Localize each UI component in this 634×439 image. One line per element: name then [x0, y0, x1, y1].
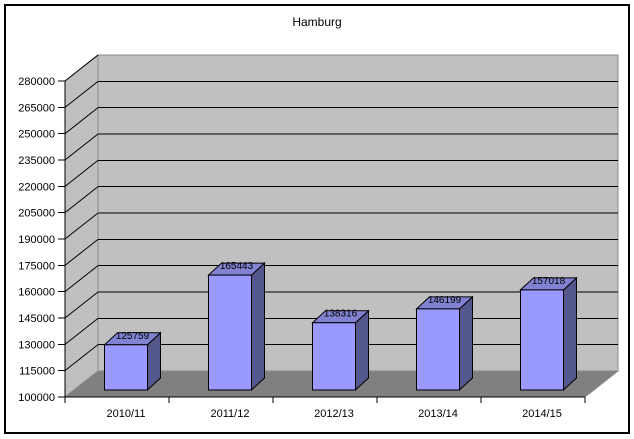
- y-axis-tick-label: 280000: [18, 76, 55, 88]
- bar-side: [251, 261, 265, 392]
- x-axis-category-label: 2011/12: [211, 408, 250, 420]
- x-axis-category-label: 2012/13: [314, 408, 354, 420]
- y-axis-tick-label: 145000: [18, 313, 55, 325]
- gridline-side: [64, 186, 99, 214]
- x-axis-category-label: 2013/14: [418, 408, 458, 420]
- gridline-side: [64, 54, 99, 82]
- y-axis-tick-label: 175000: [18, 260, 55, 272]
- bar-side: [355, 309, 369, 392]
- gridline-side: [64, 107, 99, 135]
- gridline-side: [64, 344, 99, 372]
- y-axis-tick-label: 235000: [18, 155, 55, 167]
- bar-data-label: 125759: [116, 331, 150, 342]
- y-axis-tick-label: 130000: [18, 339, 55, 351]
- bar-front: [208, 274, 252, 391]
- gridline-side: [64, 238, 99, 266]
- bar-front: [416, 308, 460, 391]
- bar-front: [312, 322, 356, 391]
- y-axis-tick-label: 250000: [18, 129, 55, 141]
- chart-title: Hamburg: [292, 15, 342, 29]
- gridline-side: [64, 80, 99, 108]
- bar-front: [520, 289, 564, 391]
- gridline-side: [64, 291, 99, 319]
- y-axis-tick-label: 220000: [18, 181, 55, 193]
- y-axis-tick-label: 265000: [18, 102, 55, 114]
- bar-data-label: 146199: [428, 295, 462, 306]
- x-axis-category-label: 2010/11: [107, 408, 146, 420]
- gridline-side: [64, 317, 99, 345]
- y-axis-tick-label: 115000: [19, 366, 55, 378]
- bar-front: [104, 344, 148, 391]
- gridline-side: [64, 212, 99, 240]
- bar-data-label: 138316: [324, 309, 358, 320]
- gridline-side: [64, 159, 99, 187]
- y-axis-tick-label: 190000: [18, 234, 55, 246]
- bar-side: [563, 276, 577, 392]
- bar-data-label: 165443: [220, 261, 254, 272]
- bar-data-label: 157018: [532, 276, 566, 287]
- gridline-side: [64, 265, 99, 293]
- bar-side: [459, 295, 473, 392]
- x-axis-category-label: 2014/15: [522, 408, 562, 420]
- y-axis-tick-label: 100000: [18, 392, 55, 404]
- gridline-side: [64, 133, 99, 161]
- y-axis-tick-label: 205000: [18, 208, 55, 220]
- y-axis-tick-label: 160000: [18, 287, 55, 299]
